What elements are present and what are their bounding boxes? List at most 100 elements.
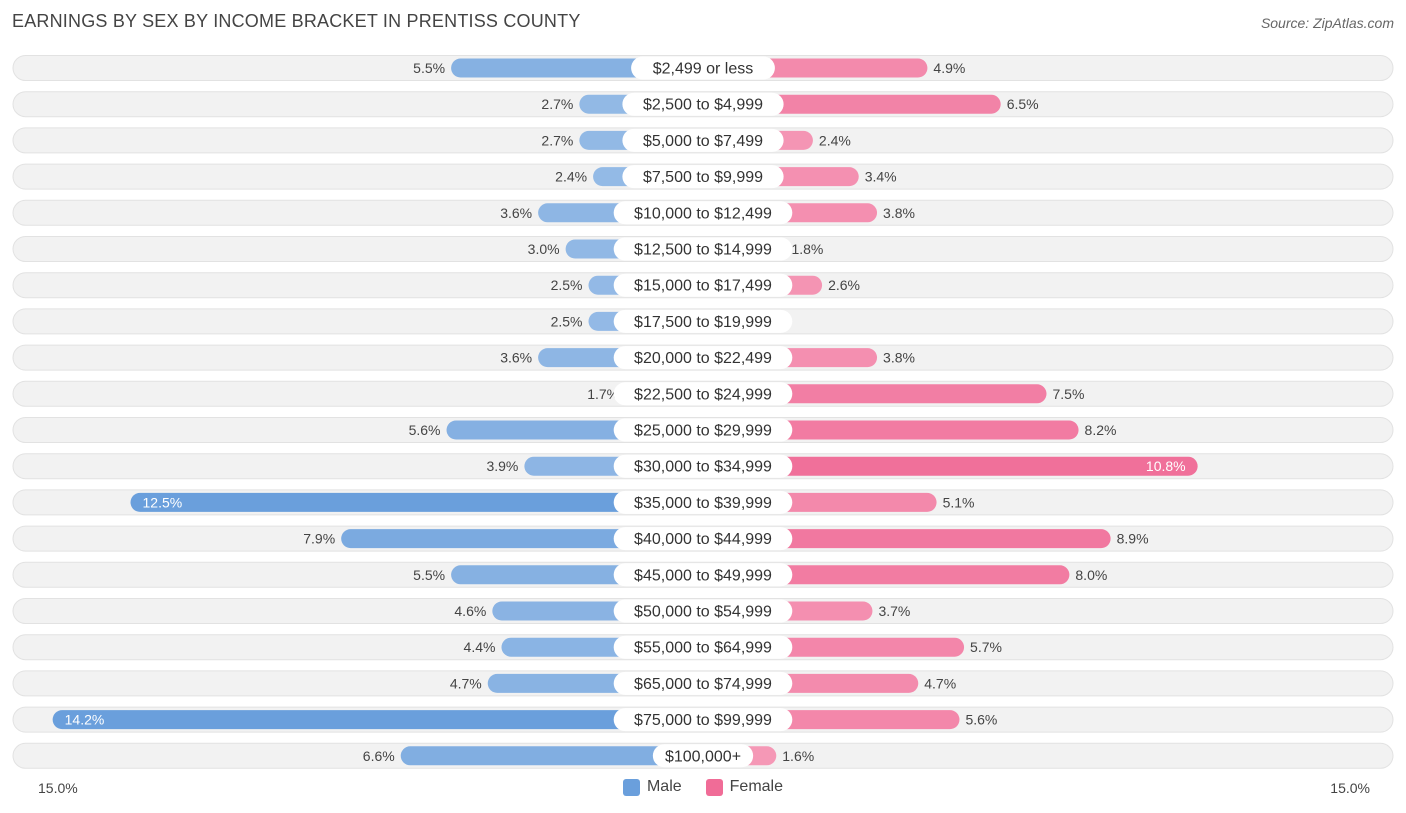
male-value-label: 5.5% bbox=[413, 60, 445, 76]
male-value-label: 3.6% bbox=[500, 205, 532, 221]
legend-swatch-female bbox=[705, 778, 723, 796]
category-label-background bbox=[622, 165, 784, 189]
female-value-label: 3.7% bbox=[878, 603, 910, 619]
male-value-label: 5.5% bbox=[413, 567, 445, 583]
category-label: $50,000 to $54,999 bbox=[634, 604, 772, 621]
male-value-label: 14.2% bbox=[65, 712, 105, 728]
category-label-background bbox=[613, 382, 793, 406]
bar-row: 3.6% 3.8% $20,000 to $22,499 bbox=[12, 344, 1394, 371]
female-value-label: 1.8% bbox=[791, 241, 823, 257]
category-label: $40,000 to $44,999 bbox=[634, 531, 772, 548]
female-value-label: 7.5% bbox=[1053, 386, 1085, 402]
category-label: $65,000 to $74,999 bbox=[634, 676, 772, 693]
category-label-background bbox=[613, 309, 793, 333]
bar-row: 2.5%1.1%$17,500 to $19,999 bbox=[12, 308, 1394, 335]
bar-row: 2.5% 2.6% $15,000 to $17,499 bbox=[12, 272, 1394, 299]
axis-label-left: 15.0% bbox=[38, 780, 78, 796]
bar-row: 5.6% 8.2% $25,000 to $29,999 bbox=[12, 417, 1394, 443]
category-label: $45,000 to $49,999 bbox=[634, 567, 772, 584]
female-bar bbox=[703, 529, 1111, 549]
bar-row: 5.5% 4.9% $2,499 or less bbox=[12, 55, 1394, 81]
category-label: $15,000 to $17,499 bbox=[634, 278, 772, 295]
category-label: $7,500 to $9,999 bbox=[643, 169, 763, 186]
bar-row: 2.7% 2.4% $5,000 to $7,499 bbox=[12, 127, 1394, 154]
legend-item-male[interactable]: Male bbox=[622, 778, 682, 796]
category-label-background bbox=[613, 635, 793, 659]
bar-row: 3.9% 10.8% $30,000 to $34,999 bbox=[12, 453, 1394, 480]
category-label: $17,500 to $19,999 bbox=[634, 314, 772, 331]
male-value-label: 12.5% bbox=[143, 494, 183, 510]
female-value-label: 5.7% bbox=[970, 639, 1002, 655]
category-label: $100,000+ bbox=[665, 748, 741, 765]
male-bar bbox=[130, 492, 703, 512]
category-label-background bbox=[613, 346, 793, 370]
category-label-background bbox=[622, 92, 784, 116]
female-value-label: 8.2% bbox=[1085, 422, 1117, 438]
male-value-label: 2.5% bbox=[551, 313, 583, 329]
female-value-label: 10.8% bbox=[1146, 458, 1186, 474]
bar-row: 14.2% 5.6% $75,000 to $99,999 bbox=[12, 706, 1394, 733]
female-value-label: 4.9% bbox=[933, 60, 965, 76]
female-value-label: 3.8% bbox=[883, 350, 915, 366]
category-label-background bbox=[631, 56, 775, 80]
female-value-label: 8.9% bbox=[1117, 531, 1149, 547]
male-value-label: 6.6% bbox=[363, 748, 395, 764]
category-label-background bbox=[652, 744, 754, 768]
bar-row: 5.5% 8.0% $45,000 to $49,999 bbox=[12, 561, 1394, 588]
category-label: $2,500 to $4,999 bbox=[643, 97, 763, 114]
category-label: $5,000 to $7,499 bbox=[643, 133, 763, 150]
bar-row: 4.4% 5.7% $55,000 to $64,999 bbox=[12, 634, 1394, 661]
male-value-label: 2.4% bbox=[555, 169, 587, 185]
category-label: $25,000 to $29,999 bbox=[634, 423, 772, 440]
bar-row: 4.7% 4.7% $65,000 to $74,999 bbox=[12, 670, 1394, 697]
bar-row: 12.5% 5.1% $35,000 to $39,999 bbox=[12, 489, 1394, 516]
male-value-label: 3.0% bbox=[528, 241, 560, 257]
female-value-label: 5.1% bbox=[943, 494, 975, 510]
male-bar bbox=[341, 529, 703, 549]
legend-swatch-male bbox=[622, 778, 640, 796]
bar-row: 7.9% 8.9% $40,000 to $44,999 bbox=[12, 525, 1394, 552]
category-label-background bbox=[613, 527, 793, 551]
male-bar bbox=[52, 710, 703, 730]
category-label: $30,000 to $34,999 bbox=[634, 459, 772, 476]
chart-svg: 5.5% 4.9% $2,499 or less 2.7% 6.5% $2,500 to … bbox=[12, 55, 1394, 769]
legend-label-female: Female bbox=[729, 778, 784, 795]
category-label-background bbox=[613, 418, 793, 442]
bar-row: 2.7% 6.5% $2,500 to $4,999 bbox=[12, 91, 1394, 118]
category-label-background bbox=[613, 237, 793, 261]
female-value-label: 5.6% bbox=[965, 712, 997, 728]
female-value-label: 6.5% bbox=[1007, 96, 1039, 112]
female-value-label: 4.7% bbox=[924, 675, 956, 691]
chart-title: EARNINGS BY SEX BY INCOME BRACKET IN PRE… bbox=[12, 11, 581, 31]
male-value-label: 3.9% bbox=[486, 458, 518, 474]
category-label-background bbox=[613, 563, 793, 587]
male-value-label: 2.7% bbox=[541, 96, 573, 112]
female-value-label: 2.6% bbox=[828, 277, 860, 293]
bar-row: 2.4% 3.4% $7,500 to $9,999 bbox=[12, 163, 1394, 190]
female-bar bbox=[703, 565, 1070, 585]
female-value-label: 3.4% bbox=[865, 169, 897, 185]
category-label-background bbox=[622, 128, 784, 152]
female-value-label: 1.6% bbox=[782, 748, 814, 764]
male-value-label: 7.9% bbox=[303, 531, 335, 547]
legend-item-female[interactable]: Female bbox=[705, 778, 784, 796]
male-bar bbox=[400, 746, 703, 766]
male-value-label: 2.7% bbox=[541, 132, 573, 148]
category-label: $12,500 to $14,999 bbox=[634, 242, 772, 259]
bar-row: 1.7% 7.5% $22,500 to $24,999 bbox=[12, 380, 1394, 407]
female-bar bbox=[703, 420, 1079, 440]
category-label: $35,000 to $39,999 bbox=[634, 495, 772, 512]
category-label: $22,500 to $24,999 bbox=[634, 386, 772, 403]
category-label-background bbox=[613, 201, 793, 225]
legend-label-male: Male bbox=[646, 778, 682, 795]
female-bar bbox=[703, 456, 1198, 476]
male-value-label: 3.6% bbox=[500, 350, 532, 366]
axis-label-right: 15.0% bbox=[1330, 780, 1370, 796]
bar-row: 3.6% 3.8% $10,000 to $12,499 bbox=[12, 199, 1394, 226]
male-value-label: 4.6% bbox=[454, 603, 486, 619]
bar-row: 6.6% 1.6% $100,000+ bbox=[12, 742, 1394, 769]
category-label: $20,000 to $22,499 bbox=[634, 350, 772, 367]
category-label: $55,000 to $64,999 bbox=[634, 640, 772, 657]
category-label-background bbox=[613, 454, 793, 478]
male-value-label: 1.7% bbox=[587, 386, 619, 402]
